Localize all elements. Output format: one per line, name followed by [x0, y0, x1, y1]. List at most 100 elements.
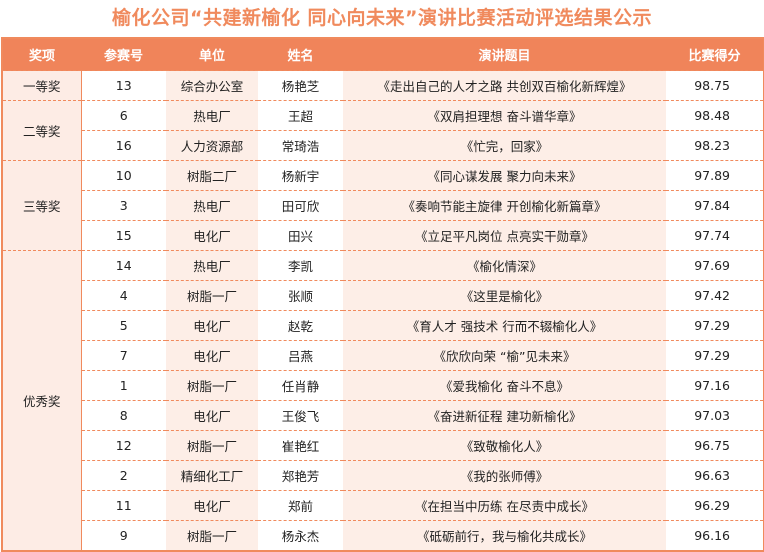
table-row: 三等奖 10 树脂二厂 杨新宇 《同心谋发展 聚力向未来》 97.89 [2, 160, 764, 251]
unit-cell: 电化厂 [166, 400, 258, 431]
speech-title-cell: 《欣欣向荣 “榆”见未来》 [343, 340, 666, 371]
score-cell: 97.42 [666, 280, 764, 311]
speech-title-cell: 《砥砺前行，我与榆化共成长》 [343, 520, 666, 551]
speech-title-cell: 《奏响节能主旋律 开创榆化新篇章》 [343, 190, 666, 221]
unit-cell: 综合办公室 [166, 70, 258, 101]
unit-cell: 热电厂 [166, 250, 258, 281]
page-title: 榆化公司“共建新榆化 同心向未来”演讲比赛活动评选结果公示 [111, 7, 653, 29]
speech-title-cell: 《奋进新征程 建功新榆化》 [343, 400, 666, 431]
entry-number-cell: 3 [81, 190, 166, 221]
table-row: 15 电化厂 田兴 《立足平凡岗位 点亮实干勋章》 97.74 [2, 220, 764, 251]
table-row: 8 电化厂 王俊飞 《奋进新征程 建功新榆化》 97.03 [2, 400, 764, 431]
unit-cell: 电化厂 [166, 220, 258, 251]
score-cell: 96.29 [666, 490, 764, 521]
score-cell: 98.48 [666, 100, 764, 131]
entry-number-cell: 14 [81, 250, 166, 281]
results-table: 奖项 参赛号 单位 姓名 演讲题目 比赛得分 一等奖 13 综合办公室 杨艳芝 《走出自… [1, 37, 764, 552]
table-row: 12 树脂一厂 崔艳红 《致敬榆化人》 96.75 [2, 430, 764, 461]
award-cell: 二等奖 [2, 100, 82, 161]
table-row: 2 精细化工厂 郑艳芳 《我的张师傅》 96.63 [2, 460, 764, 491]
score-cell: 98.75 [666, 70, 764, 101]
header-name: 姓名 [258, 38, 343, 71]
unit-cell: 热电厂 [166, 100, 258, 131]
contestant-name-cell: 常琦浩 [258, 130, 343, 161]
table-row: 二等奖 6 热电厂 王超 《双肩担理想 奋斗谱华章》 98.48 [2, 100, 764, 161]
award-cell: 一等奖 [2, 70, 82, 101]
speech-title-cell: 《在担当中历练 在尽责中成长》 [343, 490, 666, 521]
table-row: 5 电化厂 赵乾 《育人才 强技术 行而不辍榆化人》 97.29 [2, 310, 764, 341]
speech-title-cell: 《致敬榆化人》 [343, 430, 666, 461]
entry-number-cell: 1 [81, 370, 166, 401]
speech-title-cell: 《双肩担理想 奋斗谱华章》 [343, 100, 666, 131]
entry-number-cell: 5 [81, 310, 166, 341]
score-cell: 97.03 [666, 400, 764, 431]
speech-title-cell: 《育人才 强技术 行而不辍榆化人》 [343, 310, 666, 341]
table-row: 16 人力资源部 常琦浩 《忙完，回家》 98.23 [2, 130, 764, 161]
speech-title-cell: 《爱我榆化 奋斗不息》 [343, 370, 666, 401]
contestant-name-cell: 王超 [258, 100, 343, 131]
award-cell: 优秀奖 [2, 250, 82, 551]
award-cell: 三等奖 [2, 160, 82, 251]
header-speech-title: 演讲题目 [343, 38, 666, 71]
score-cell: 97.69 [666, 250, 764, 281]
table-row: 9 树脂一厂 杨永杰 《砥砺前行，我与榆化共成长》 96.16 [2, 520, 764, 551]
contestant-name-cell: 郑前 [258, 490, 343, 521]
score-cell: 98.23 [666, 130, 764, 161]
table-row: 7 电化厂 吕燕 《欣欣向荣 “榆”见未来》 97.29 [2, 340, 764, 371]
contestant-name-cell: 吕燕 [258, 340, 343, 371]
contestant-name-cell: 任肖静 [258, 370, 343, 401]
speech-title-cell: 《走出自己的人才之路 共创双百榆化新辉煌》 [343, 70, 666, 101]
header-row: 奖项 参赛号 单位 姓名 演讲题目 比赛得分 [2, 38, 764, 71]
speech-title-cell: 《同心谋发展 聚力向未来》 [343, 160, 666, 191]
contestant-name-cell: 李凯 [258, 250, 343, 281]
speech-title-cell: 《榆化情深》 [343, 250, 666, 281]
entry-number-cell: 12 [81, 430, 166, 461]
score-cell: 96.16 [666, 520, 764, 551]
entry-number-cell: 9 [81, 520, 166, 551]
score-cell: 97.84 [666, 190, 764, 221]
contestant-name-cell: 崔艳红 [258, 430, 343, 461]
contestant-name-cell: 田兴 [258, 220, 343, 251]
contestant-name-cell: 郑艳芳 [258, 460, 343, 491]
unit-cell: 电化厂 [166, 490, 258, 521]
entry-number-cell: 16 [81, 130, 166, 161]
speech-title-cell: 《立足平凡岗位 点亮实干勋章》 [343, 220, 666, 251]
unit-cell: 树脂一厂 [166, 430, 258, 461]
unit-cell: 热电厂 [166, 190, 258, 221]
entry-number-cell: 13 [81, 70, 166, 101]
score-cell: 97.29 [666, 340, 764, 371]
contestant-name-cell: 杨新宇 [258, 160, 343, 191]
table-row: 一等奖 13 综合办公室 杨艳芝 《走出自己的人才之路 共创双百榆化新辉煌》 98.75 [2, 70, 764, 101]
entry-number-cell: 8 [81, 400, 166, 431]
unit-cell: 树脂一厂 [166, 520, 258, 551]
score-cell: 97.74 [666, 220, 764, 251]
table-row: 优秀奖 14 热电厂 李凯 《榆化情深》 97.69 [2, 250, 764, 551]
score-cell: 97.16 [666, 370, 764, 401]
table-row: 4 树脂一厂 张顺 《这里是榆化》 97.42 [2, 280, 764, 311]
contestant-name-cell: 王俊飞 [258, 400, 343, 431]
entry-number-cell: 10 [81, 160, 166, 191]
unit-cell: 人力资源部 [166, 130, 258, 161]
speech-title-cell: 《忙完，回家》 [343, 130, 666, 161]
speech-title-cell: 《我的张师傅》 [343, 460, 666, 491]
contestant-name-cell: 杨艳芝 [258, 70, 343, 101]
contestant-name-cell: 田可欣 [258, 190, 343, 221]
unit-cell: 树脂一厂 [166, 280, 258, 311]
entry-number-cell: 7 [81, 340, 166, 371]
unit-cell: 树脂二厂 [166, 160, 258, 191]
unit-cell: 精细化工厂 [166, 460, 258, 491]
entry-number-cell: 6 [81, 100, 166, 131]
table-row: 3 热电厂 田可欣 《奏响节能主旋律 开创榆化新篇章》 97.84 [2, 190, 764, 221]
unit-cell: 电化厂 [166, 310, 258, 341]
score-cell: 96.63 [666, 460, 764, 491]
header-number: 参赛号 [81, 38, 166, 71]
header-score: 比赛得分 [666, 38, 764, 71]
entry-number-cell: 15 [81, 220, 166, 251]
contestant-name-cell: 杨永杰 [258, 520, 343, 551]
table-row: 1 树脂一厂 任肖静 《爱我榆化 奋斗不息》 97.16 [2, 370, 764, 401]
score-cell: 96.75 [666, 430, 764, 461]
entry-number-cell: 11 [81, 490, 166, 521]
speech-title-cell: 《这里是榆化》 [343, 280, 666, 311]
contestant-name-cell: 赵乾 [258, 310, 343, 341]
header-unit: 单位 [166, 38, 258, 71]
